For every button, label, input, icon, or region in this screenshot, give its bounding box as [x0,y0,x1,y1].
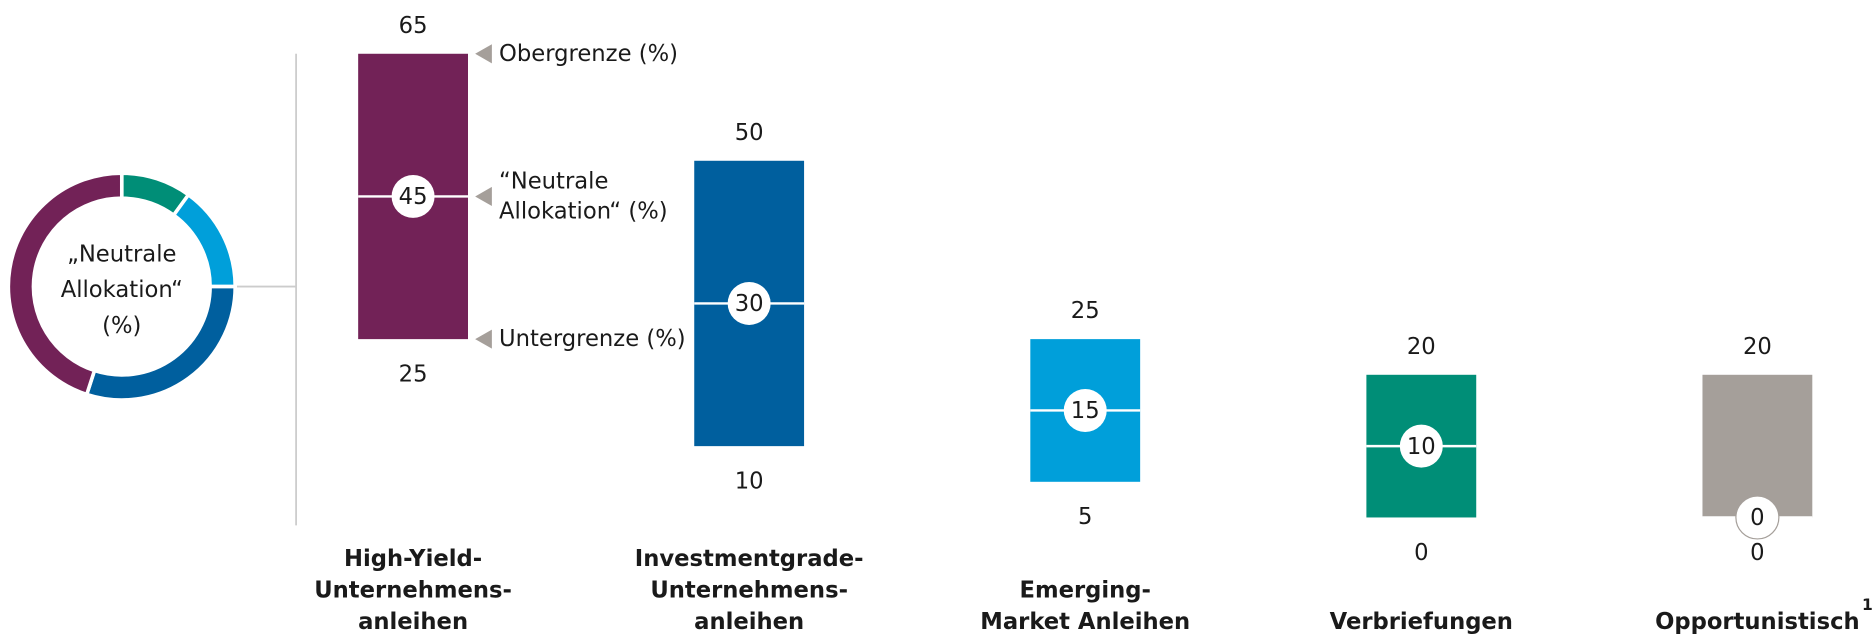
upper-label: 20 [1743,334,1772,360]
neutral-label: 10 [1407,434,1436,460]
donut-label-line: Allokation“ [61,277,183,303]
donut-segment [6,171,124,397]
annotation: Untergrenze (%) [499,326,686,352]
lower-label: 10 [735,468,764,494]
lower-label: 0 [1414,540,1428,566]
category-label: Verbriefungen [1330,609,1513,635]
neutral-marker [1399,424,1443,468]
lower-label: 5 [1078,504,1092,530]
upper-label: 25 [1071,298,1100,324]
neutral-label: 0 [1750,505,1764,531]
category-label-line: Emerging- [1020,578,1151,604]
donut-segment [171,192,237,289]
upper-label: 50 [735,120,764,146]
donut-label-line: (%) [102,312,141,338]
category-label-line: Verbriefungen [1330,609,1513,635]
lower-label: 0 [1750,540,1764,566]
category-label: Opportunistisch [1655,609,1860,635]
annotation-line: Untergrenze (%) [499,326,686,352]
footnote-mark: 1 [1862,596,1872,614]
donut-label: „Neutrale Allokation“ (%) [61,241,183,339]
donut-segment [84,284,237,402]
category-label-line: Unternehmens- [314,578,512,604]
category-label-line: anleihen [358,609,468,635]
pointer [475,329,492,349]
upper-label: 20 [1407,334,1436,360]
neutral-label: 30 [735,291,764,317]
category-label-line: Opportunistisch [1655,609,1860,635]
neutral-marker [1063,388,1107,432]
category-label: High-Yield- Unternehmens-anleihen [314,546,512,635]
annotation-line: Allokation“ (%) [499,198,668,224]
annotation: Obergrenze (%) [499,40,678,66]
neutral-marker [391,174,435,218]
pointer [475,186,492,206]
neutral-marker [1735,495,1780,540]
category-label-line: High-Yield- [344,546,482,572]
category-label: Emerging- Market Anleihen [980,578,1190,636]
neutral-label: 15 [1071,398,1100,424]
annotation-line: “Neutrale [499,168,608,194]
upper-label: 65 [399,13,428,39]
category-label: Investmentgrade- Unternehmens-anleihen [635,546,864,635]
annotation-line: Obergrenze (%) [499,40,678,66]
category-label-line: Unternehmens- [650,578,848,604]
category-label-line: Investmentgrade- [635,546,864,572]
neutral-label: 45 [399,184,428,210]
annotation: “Neutrale Allokation“ (%) [499,168,668,224]
neutral-marker [727,281,771,325]
range-bar [1702,374,1813,518]
donut-label-line: „Neutrale [67,241,176,267]
pointer [475,44,492,64]
category-label-line: anleihen [694,609,804,635]
category-label-line: Market Anleihen [980,609,1190,635]
lower-label: 25 [399,361,428,387]
